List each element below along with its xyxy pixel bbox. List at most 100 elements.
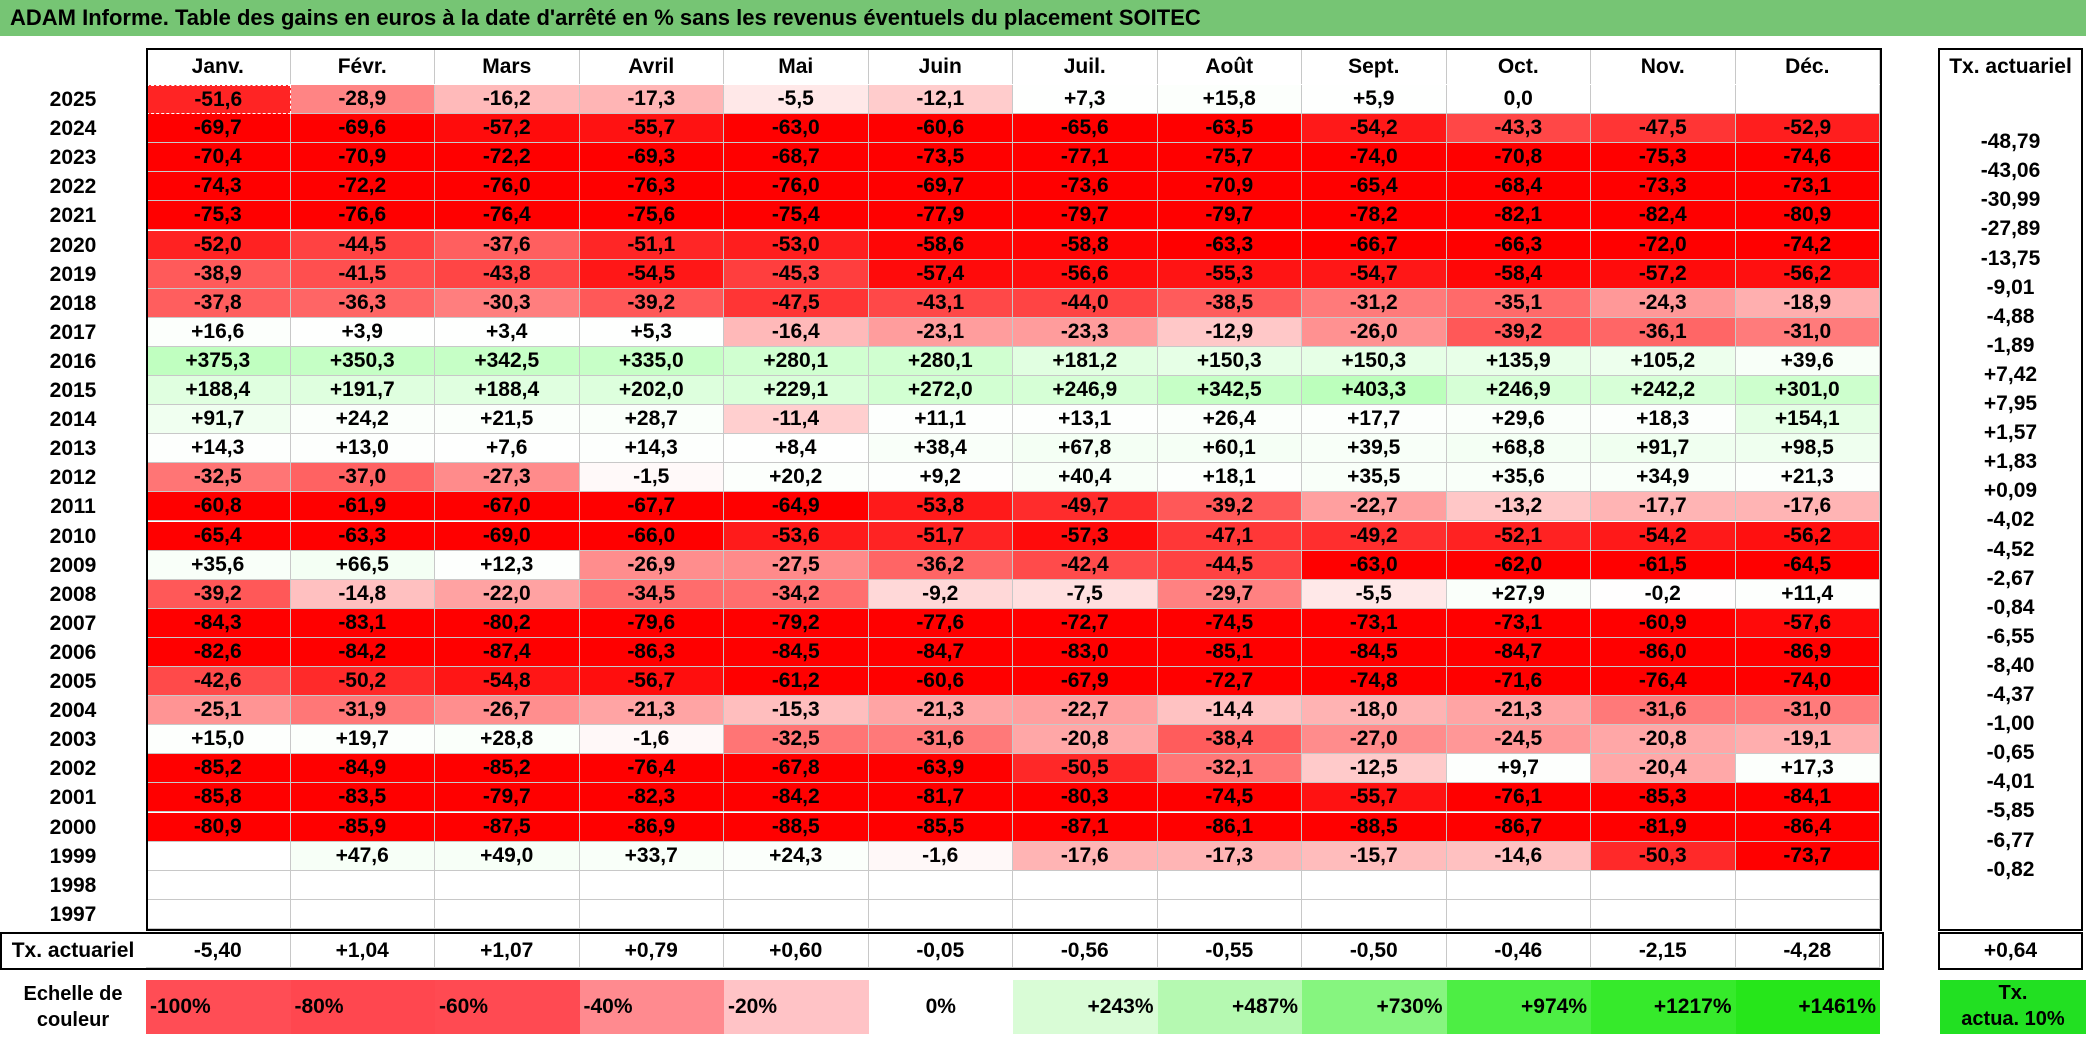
gain-cell[interactable]: +19,7 bbox=[290, 725, 435, 755]
gain-cell[interactable]: -61,2 bbox=[724, 667, 869, 697]
gain-cell[interactable]: -84,2 bbox=[290, 637, 435, 667]
gain-cell[interactable]: -13,2 bbox=[1446, 492, 1591, 522]
gain-cell[interactable]: -39,2 bbox=[1446, 317, 1591, 347]
gain-cell[interactable]: -24,5 bbox=[1446, 725, 1591, 755]
gain-cell[interactable]: -31,6 bbox=[1591, 696, 1736, 726]
gain-cell[interactable]: +17,7 bbox=[1302, 405, 1447, 435]
gain-cell[interactable]: -75,3 bbox=[146, 201, 291, 231]
gain-cell[interactable]: -76,0 bbox=[724, 172, 869, 202]
gain-cell[interactable]: +21,3 bbox=[1735, 463, 1880, 493]
gain-cell[interactable]: +135,9 bbox=[1446, 346, 1591, 376]
gain-cell[interactable]: +33,7 bbox=[579, 841, 724, 871]
gain-cell[interactable]: +342,5 bbox=[1157, 376, 1302, 406]
gain-cell[interactable]: +5,3 bbox=[579, 317, 724, 347]
gain-cell[interactable]: +98,5 bbox=[1735, 434, 1880, 464]
gain-cell[interactable]: -12,9 bbox=[1157, 317, 1302, 347]
gain-cell[interactable]: +9,2 bbox=[868, 463, 1013, 493]
gain-cell[interactable]: -88,5 bbox=[724, 812, 869, 842]
gain-cell[interactable]: -67,0 bbox=[435, 492, 580, 522]
gain-cell[interactable]: -68,7 bbox=[724, 143, 869, 173]
gain-cell[interactable] bbox=[1302, 899, 1447, 929]
gain-cell[interactable]: -22,0 bbox=[435, 579, 580, 609]
gain-cell[interactable]: +40,4 bbox=[1013, 463, 1158, 493]
gain-cell[interactable]: -74,0 bbox=[1735, 667, 1880, 697]
gain-cell[interactable]: -86,0 bbox=[1591, 637, 1736, 667]
gain-cell[interactable]: -76,0 bbox=[435, 172, 580, 202]
gain-cell[interactable]: +29,6 bbox=[1446, 405, 1591, 435]
gain-cell[interactable]: -87,5 bbox=[435, 812, 580, 842]
gain-cell[interactable]: -25,1 bbox=[146, 696, 291, 726]
gain-cell[interactable]: -73,1 bbox=[1446, 608, 1591, 638]
gain-cell[interactable]: -74,8 bbox=[1302, 667, 1447, 697]
gain-cell[interactable]: -31,6 bbox=[868, 725, 1013, 755]
gain-cell[interactable]: +34,9 bbox=[1591, 463, 1736, 493]
gain-cell[interactable]: -54,5 bbox=[579, 259, 724, 289]
gain-cell[interactable]: +301,0 bbox=[1735, 376, 1880, 406]
gain-cell[interactable]: -26,0 bbox=[1302, 317, 1447, 347]
gain-cell[interactable]: -0,2 bbox=[1591, 579, 1736, 609]
gain-cell[interactable]: -50,3 bbox=[1591, 841, 1736, 871]
gain-cell[interactable]: -81,7 bbox=[868, 783, 1013, 813]
gain-cell[interactable]: -57,3 bbox=[1013, 521, 1158, 551]
gain-cell[interactable] bbox=[1735, 899, 1880, 929]
gain-cell[interactable]: +150,3 bbox=[1157, 346, 1302, 376]
gain-cell[interactable]: -44,0 bbox=[1013, 288, 1158, 318]
gain-cell[interactable]: -73,7 bbox=[1735, 841, 1880, 871]
gain-cell[interactable]: +39,5 bbox=[1302, 434, 1447, 464]
gain-cell[interactable]: +229,1 bbox=[724, 376, 869, 406]
gain-cell[interactable]: +335,0 bbox=[579, 346, 724, 376]
gain-cell[interactable]: +14,3 bbox=[579, 434, 724, 464]
gain-cell[interactable]: -39,2 bbox=[1157, 492, 1302, 522]
gain-cell[interactable]: -52,9 bbox=[1735, 114, 1880, 144]
gain-cell[interactable]: -36,3 bbox=[290, 288, 435, 318]
gain-cell[interactable]: -42,4 bbox=[1013, 550, 1158, 580]
gain-cell[interactable]: -32,5 bbox=[724, 725, 869, 755]
gain-cell[interactable]: -84,7 bbox=[1446, 637, 1591, 667]
gain-cell[interactable]: -31,0 bbox=[1735, 317, 1880, 347]
gain-cell[interactable]: -18,9 bbox=[1735, 288, 1880, 318]
gain-cell[interactable]: +18,3 bbox=[1591, 405, 1736, 435]
gain-cell[interactable]: +272,0 bbox=[868, 376, 1013, 406]
gain-cell[interactable]: -85,1 bbox=[1157, 637, 1302, 667]
gain-cell[interactable]: -80,9 bbox=[146, 812, 291, 842]
gain-cell[interactable]: -63,3 bbox=[1157, 230, 1302, 260]
gain-cell[interactable]: +7,6 bbox=[435, 434, 580, 464]
gain-cell[interactable]: -81,9 bbox=[1591, 812, 1736, 842]
gain-cell[interactable]: -18,0 bbox=[1302, 696, 1447, 726]
gain-cell[interactable]: -9,2 bbox=[868, 579, 1013, 609]
gain-cell[interactable]: -50,2 bbox=[290, 667, 435, 697]
gain-cell[interactable]: -28,9 bbox=[290, 85, 435, 115]
gain-cell[interactable]: -79,2 bbox=[724, 608, 869, 638]
gain-cell[interactable] bbox=[146, 870, 291, 900]
gain-cell[interactable]: -36,1 bbox=[1591, 317, 1736, 347]
gain-cell[interactable] bbox=[290, 870, 435, 900]
gain-cell[interactable]: -19,1 bbox=[1735, 725, 1880, 755]
gain-cell[interactable]: -5,5 bbox=[724, 85, 869, 115]
gain-cell[interactable] bbox=[724, 870, 869, 900]
gain-cell[interactable]: -54,2 bbox=[1302, 114, 1447, 144]
gain-cell[interactable]: -5,5 bbox=[1302, 579, 1447, 609]
gain-cell[interactable]: -51,1 bbox=[579, 230, 724, 260]
gain-cell[interactable]: -44,5 bbox=[1157, 550, 1302, 580]
gain-cell[interactable]: -73,6 bbox=[1013, 172, 1158, 202]
gain-cell[interactable]: -53,0 bbox=[724, 230, 869, 260]
gain-cell[interactable]: -79,7 bbox=[435, 783, 580, 813]
gain-cell[interactable]: -37,8 bbox=[146, 288, 291, 318]
gain-cell[interactable]: +403,3 bbox=[1302, 376, 1447, 406]
gain-cell[interactable]: -29,7 bbox=[1157, 579, 1302, 609]
gain-cell[interactable]: -72,7 bbox=[1013, 608, 1158, 638]
gain-cell[interactable]: -47,5 bbox=[724, 288, 869, 318]
gain-cell[interactable]: -84,5 bbox=[1302, 637, 1447, 667]
gain-cell[interactable]: -73,1 bbox=[1302, 608, 1447, 638]
gain-cell[interactable]: -67,8 bbox=[724, 754, 869, 784]
gain-cell[interactable]: -38,9 bbox=[146, 259, 291, 289]
gain-cell[interactable]: -22,7 bbox=[1013, 696, 1158, 726]
gain-cell[interactable]: -75,3 bbox=[1591, 143, 1736, 173]
gain-cell[interactable]: -60,6 bbox=[868, 114, 1013, 144]
gain-cell[interactable]: -43,3 bbox=[1446, 114, 1591, 144]
gain-cell[interactable]: -60,6 bbox=[868, 667, 1013, 697]
gain-cell[interactable]: -58,6 bbox=[868, 230, 1013, 260]
gain-cell[interactable]: -70,8 bbox=[1446, 143, 1591, 173]
gain-cell[interactable]: +350,3 bbox=[290, 346, 435, 376]
gain-cell[interactable]: -63,3 bbox=[290, 521, 435, 551]
